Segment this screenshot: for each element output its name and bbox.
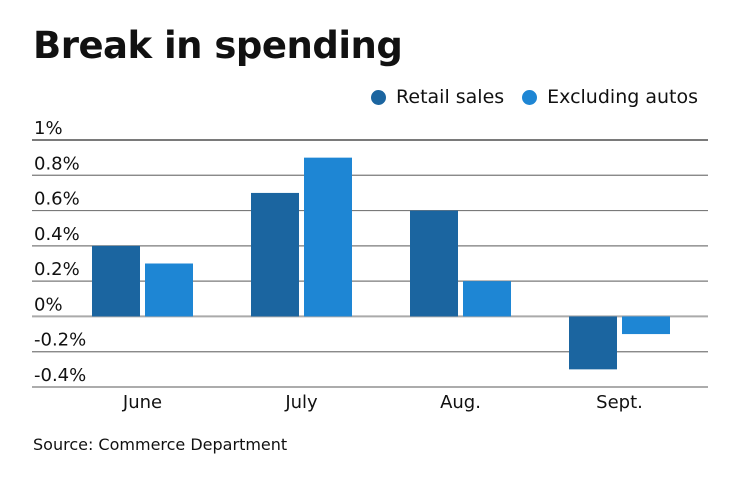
chart-title: Break in spending [33, 24, 403, 67]
bar-excluding-autos [304, 157, 352, 317]
legend-label-excluding-autos: Excluding autos [547, 86, 698, 108]
x-tick-label: Sept. [596, 392, 643, 413]
y-tick-label: 0.6% [34, 189, 80, 210]
y-tick-label: -0.4% [34, 365, 86, 386]
legend-item-excluding-autos: Excluding autos [522, 86, 698, 108]
legend-swatch-retail-sales [371, 89, 387, 105]
y-tick-label: 0.8% [34, 153, 80, 174]
bar-retail-sales [251, 192, 299, 317]
bar-excluding-autos [463, 281, 511, 317]
y-tick-label: 0.4% [34, 224, 80, 245]
legend-swatch-excluding-autos [522, 89, 538, 105]
y-tick-label: 0.2% [34, 259, 80, 280]
x-tick-label: July [284, 392, 318, 413]
x-tick-label: Aug. [440, 392, 481, 413]
bar-retail-sales [92, 245, 140, 317]
legend: Retail sales Excluding autos [353, 86, 698, 108]
bar-retail-sales [569, 316, 617, 370]
x-tick-label: June [122, 392, 162, 413]
bar-retail-sales [410, 210, 458, 317]
y-tick-label: -0.2% [34, 330, 86, 351]
source-note: Source: Commerce Department [33, 435, 288, 454]
legend-label-retail-sales: Retail sales [396, 86, 505, 108]
bar-excluding-autos [145, 263, 193, 317]
legend-item-retail-sales: Retail sales [371, 86, 504, 108]
y-tick-label: 1% [34, 118, 63, 139]
bar-excluding-autos [622, 316, 670, 335]
y-tick-label: 0% [34, 294, 63, 315]
